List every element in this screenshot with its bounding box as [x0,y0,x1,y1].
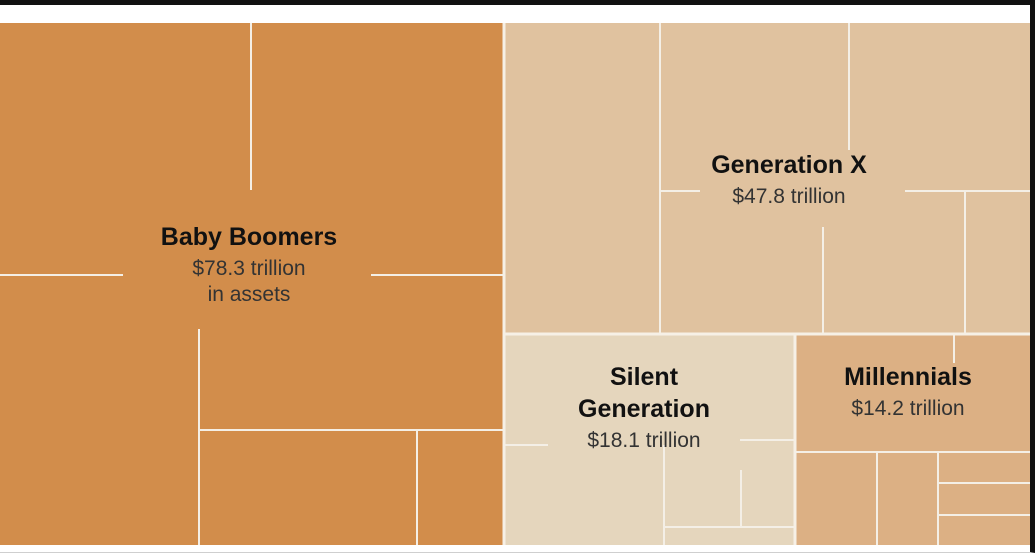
category-name-genx: Generation X [711,151,867,179]
treemap-tile-genx [505,23,1030,333]
treemap-subdivisions [0,23,1030,545]
category-name-boomers: Baby Boomers [161,223,337,251]
category-name-silent: Generation [578,395,710,423]
treemap-dividers [502,23,1030,545]
category-value-boomers: in assets [208,283,291,306]
category-value-boomers: $78.3 trillion [192,257,305,280]
category-name-silent: Silent [610,363,679,391]
category-name-millennials: Millennials [844,363,972,391]
wealth-treemap: Baby Boomers $78.3 trillion in assets Gener… [0,23,1030,545]
category-value-genx: $47.8 trillion [732,185,845,208]
treemap-tile-millennials [796,335,1030,545]
treemap-tiles [0,23,1030,545]
category-value-silent: $18.1 trillion [587,429,700,452]
category-value-millennials: $14.2 trillion [851,397,964,420]
treemap-labels: Baby Boomers $78.3 trillion in assets Gener… [161,151,972,452]
